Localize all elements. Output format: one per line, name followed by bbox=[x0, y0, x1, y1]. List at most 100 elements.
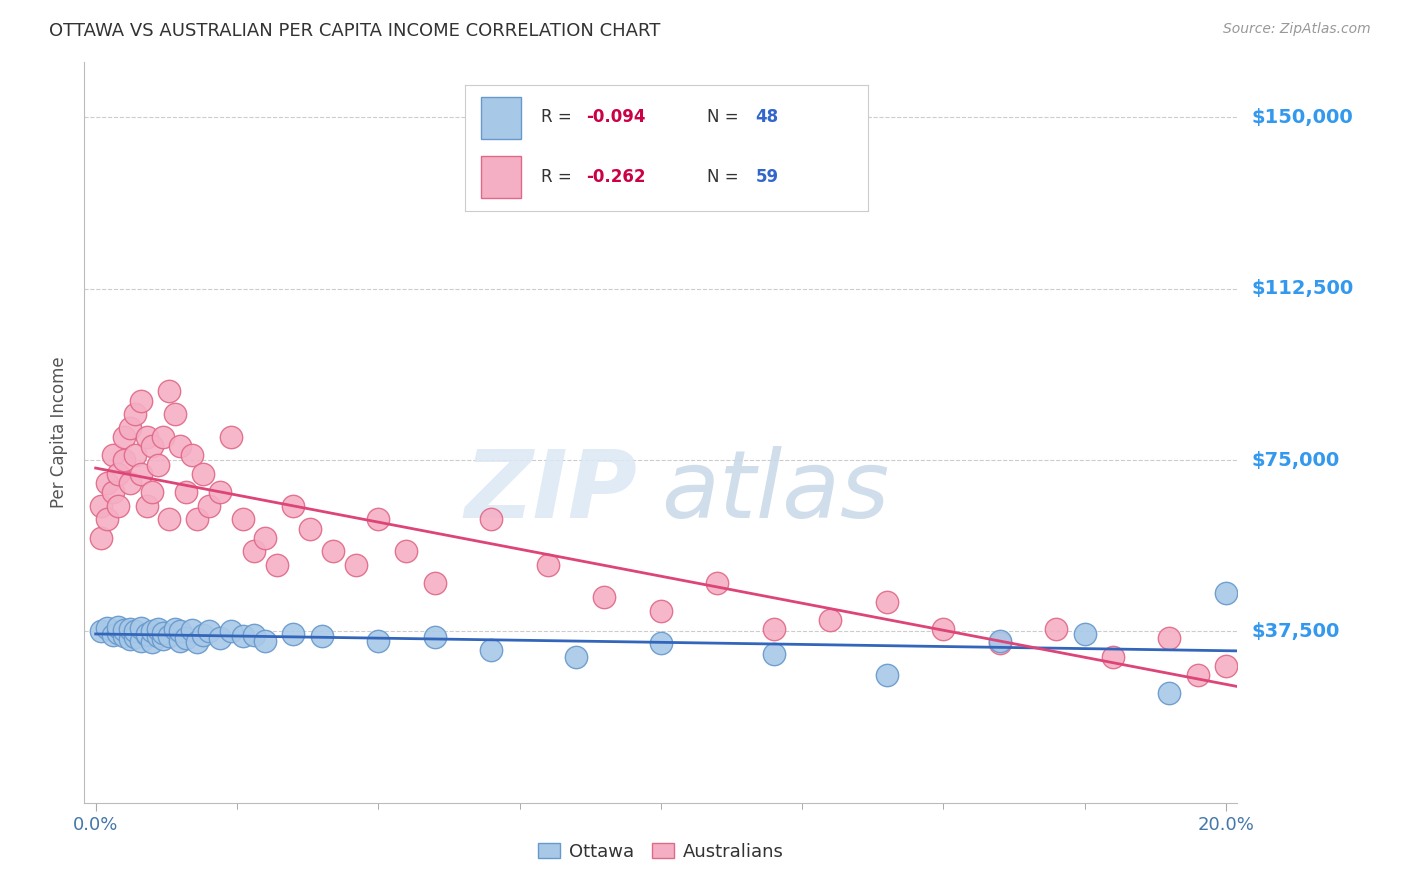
Point bbox=[254, 633, 277, 648]
Point bbox=[537, 558, 560, 573]
Point bbox=[243, 627, 266, 641]
Point bbox=[283, 626, 305, 640]
Point bbox=[141, 485, 163, 500]
Point bbox=[174, 485, 197, 500]
Point bbox=[1215, 658, 1237, 673]
Point bbox=[163, 408, 186, 422]
Point bbox=[208, 632, 231, 646]
Point bbox=[129, 393, 152, 408]
Point bbox=[180, 623, 202, 637]
Point bbox=[221, 624, 243, 639]
Point bbox=[141, 635, 163, 649]
Point bbox=[169, 633, 191, 648]
Text: ZIP: ZIP bbox=[465, 446, 638, 538]
Point bbox=[112, 430, 135, 444]
Point bbox=[124, 408, 146, 422]
Point bbox=[96, 475, 118, 490]
Point bbox=[129, 621, 152, 635]
Point bbox=[118, 632, 141, 647]
Point bbox=[124, 624, 146, 639]
Point bbox=[124, 631, 146, 645]
Point bbox=[118, 475, 141, 490]
Point bbox=[1073, 626, 1095, 640]
Point bbox=[135, 627, 157, 641]
Point bbox=[101, 485, 124, 500]
Point bbox=[174, 632, 197, 646]
Point bbox=[96, 512, 118, 526]
Point bbox=[208, 485, 231, 500]
Text: atlas: atlas bbox=[661, 446, 889, 537]
Point bbox=[129, 633, 152, 648]
Point bbox=[988, 636, 1011, 650]
Point bbox=[112, 623, 135, 637]
Point bbox=[197, 499, 219, 513]
Point bbox=[322, 544, 344, 558]
Point bbox=[101, 627, 124, 641]
Point bbox=[118, 622, 141, 636]
Point bbox=[1045, 622, 1067, 636]
Point bbox=[107, 620, 129, 634]
Text: $75,000: $75,000 bbox=[1251, 450, 1340, 469]
Point bbox=[118, 421, 141, 435]
Point bbox=[163, 622, 186, 636]
Point bbox=[311, 629, 333, 643]
Point bbox=[107, 499, 129, 513]
Point bbox=[191, 467, 214, 481]
Text: $150,000: $150,000 bbox=[1251, 108, 1353, 127]
Point bbox=[157, 512, 180, 526]
Point bbox=[135, 499, 157, 513]
Point bbox=[876, 668, 898, 682]
Point bbox=[146, 629, 169, 643]
Point bbox=[90, 624, 112, 639]
Point bbox=[243, 544, 266, 558]
Point bbox=[423, 576, 446, 591]
Point bbox=[479, 512, 502, 526]
Point bbox=[932, 622, 955, 636]
Point bbox=[112, 453, 135, 467]
Point bbox=[152, 625, 174, 640]
Point bbox=[124, 449, 146, 463]
Point bbox=[232, 512, 254, 526]
Point bbox=[650, 604, 672, 618]
Point bbox=[479, 642, 502, 657]
Point bbox=[146, 458, 169, 472]
Point bbox=[180, 449, 202, 463]
Point bbox=[152, 430, 174, 444]
Point bbox=[988, 633, 1011, 648]
Point bbox=[650, 636, 672, 650]
Point bbox=[762, 622, 785, 636]
Point bbox=[706, 576, 728, 591]
Point bbox=[367, 633, 389, 648]
Y-axis label: Per Capita Income: Per Capita Income bbox=[51, 357, 69, 508]
Point bbox=[762, 647, 785, 661]
Point bbox=[141, 439, 163, 453]
Point bbox=[146, 622, 169, 636]
Point bbox=[169, 439, 191, 453]
Point bbox=[169, 624, 191, 639]
Point bbox=[112, 629, 135, 643]
Point bbox=[152, 632, 174, 647]
Point bbox=[186, 512, 208, 526]
Point bbox=[90, 531, 112, 545]
Point bbox=[157, 629, 180, 643]
Point bbox=[367, 512, 389, 526]
Point bbox=[129, 467, 152, 481]
Point bbox=[101, 449, 124, 463]
Point bbox=[565, 649, 588, 664]
Point bbox=[232, 629, 254, 643]
Point bbox=[157, 384, 180, 399]
Point bbox=[820, 613, 842, 627]
Point bbox=[344, 558, 367, 573]
Point bbox=[221, 430, 243, 444]
Point bbox=[191, 627, 214, 641]
Point bbox=[876, 595, 898, 609]
Text: Source: ZipAtlas.com: Source: ZipAtlas.com bbox=[1223, 22, 1371, 37]
Legend: Ottawa, Australians: Ottawa, Australians bbox=[531, 836, 790, 868]
Point bbox=[266, 558, 288, 573]
Point bbox=[1159, 632, 1181, 646]
Point bbox=[593, 590, 616, 604]
Point bbox=[423, 631, 446, 645]
Point bbox=[1159, 686, 1181, 700]
Point bbox=[90, 499, 112, 513]
Point bbox=[107, 625, 129, 640]
